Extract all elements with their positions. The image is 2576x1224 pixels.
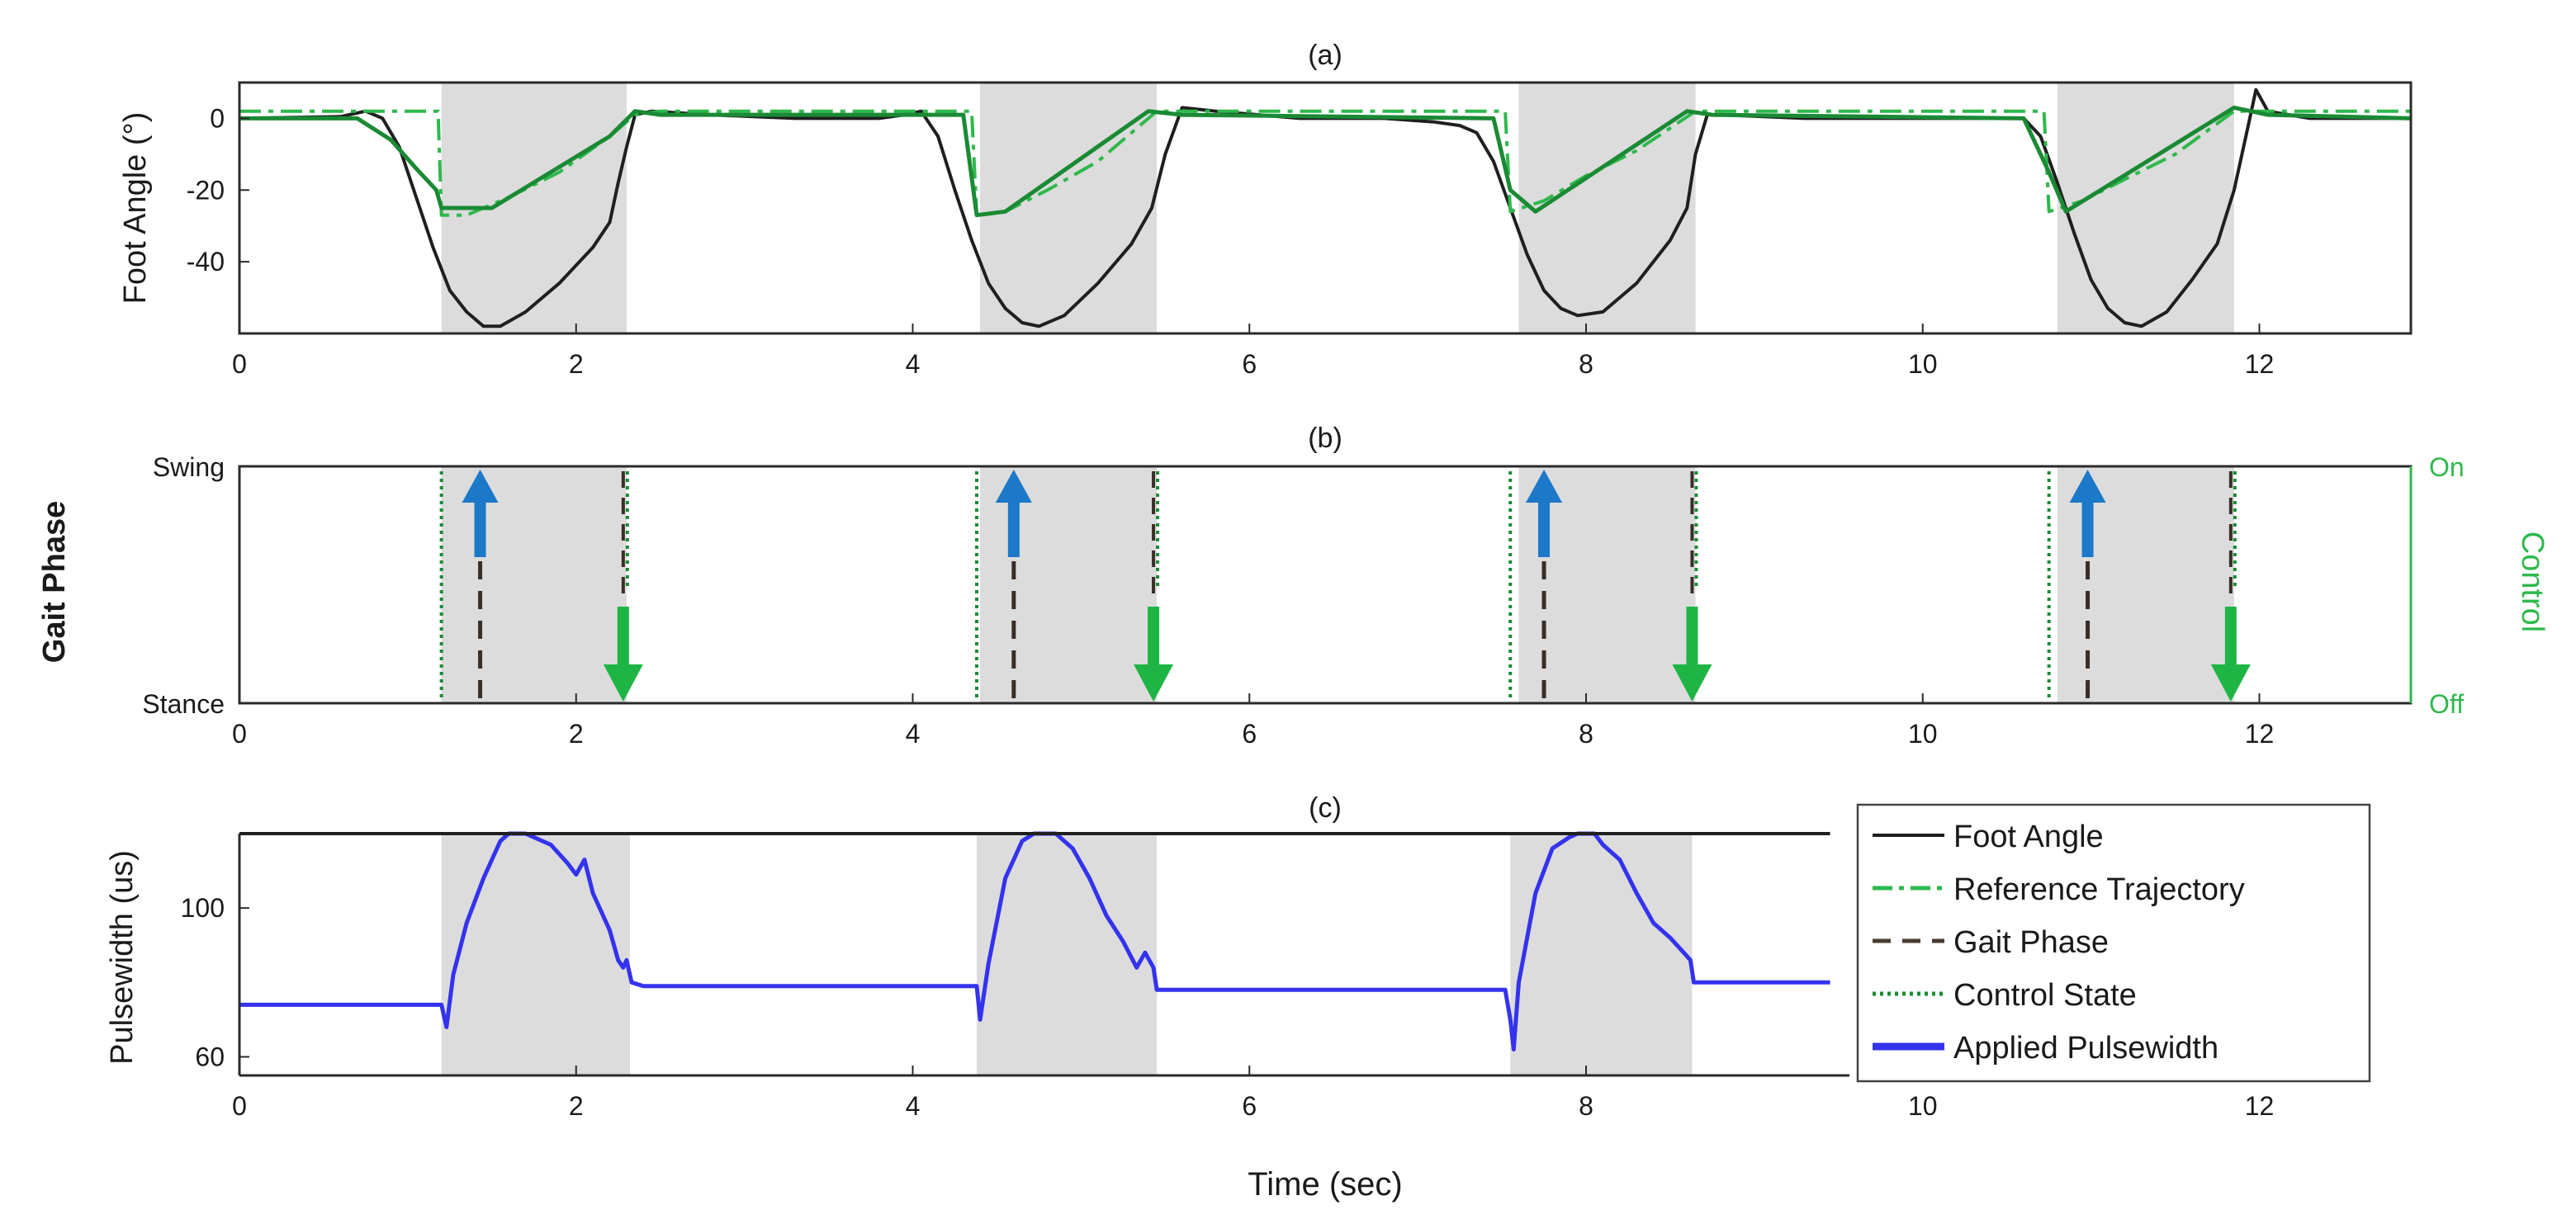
legend: Foot Angle Reference Trajectory Gait Pha… bbox=[1856, 803, 2371, 1083]
panel-b-xtick-label-0: 0 bbox=[232, 719, 247, 749]
panel-b-swing-arrow-head-1 bbox=[995, 470, 1032, 503]
panel-b-off-arrow-shaft-0 bbox=[617, 607, 629, 669]
panel-b-swing-arrow-head-2 bbox=[1526, 470, 1563, 503]
panel-c-xtick-label-8: 8 bbox=[1579, 1091, 1593, 1121]
panel-a-series-control-state bbox=[239, 105, 2412, 218]
panel-b-xtick-label-8: 8 bbox=[1579, 719, 1593, 749]
panel-c-shaded-interval-2 bbox=[1510, 834, 1693, 1075]
panel-a-xtick-label-2: 2 bbox=[569, 349, 584, 379]
panel-b-off-arrow-head-2 bbox=[1672, 664, 1712, 702]
panel-b-off-arrow-shaft-1 bbox=[1148, 607, 1160, 669]
panel-a-xtick-label-4: 4 bbox=[906, 349, 921, 379]
panel-b-xtick-label-2: 2 bbox=[569, 719, 584, 749]
panel-c-pulsewidth: 0 2 4 6 8 10 12 100 60 (c) Pulsewidth (us) Time… bbox=[105, 792, 2371, 1203]
panel-a-xtick-label-8: 8 bbox=[1579, 349, 1593, 379]
panel-a-ytick-label-0: 0 bbox=[210, 103, 225, 133]
panel-b-ytick-stance: Stance bbox=[142, 689, 225, 719]
legend-label-foot-angle: Foot Angle bbox=[1953, 820, 2104, 854]
panel-c-shaded-interval-0 bbox=[441, 834, 630, 1075]
panel-b-shaded-interval-0 bbox=[441, 466, 627, 703]
panel-c-ytick-label-100: 100 bbox=[181, 893, 225, 923]
panel-b-xtick-label-6: 6 bbox=[1242, 719, 1257, 749]
legend-label-applied-pulsewidth: Applied Pulsewidth bbox=[1953, 1031, 2218, 1066]
panel-a-series-reference-trajectory bbox=[239, 109, 2411, 217]
panel-b-swing-arrow-head-0 bbox=[462, 470, 499, 503]
panel-b-gait-phase: 0 2 4 6 8 10 12 (b) Swing Stance Gait Phase On… bbox=[37, 423, 2550, 749]
panel-c-ytick-label-60: 60 bbox=[195, 1042, 225, 1071]
panel-c-title: (c) bbox=[1309, 792, 1342, 824]
panel-b-title: (b) bbox=[1308, 423, 1342, 454]
panel-a-xtick-label-0: 0 bbox=[232, 349, 247, 379]
panel-b-off-arrow-head-3 bbox=[2210, 664, 2251, 702]
panel-a-ylabel: Foot Angle (°) bbox=[118, 112, 153, 305]
panel-b-xtick-label-12: 12 bbox=[2245, 719, 2275, 749]
panel-c-xtick-label-6: 6 bbox=[1242, 1091, 1257, 1121]
panel-c-xtick-label-2: 2 bbox=[569, 1091, 584, 1121]
panel-a-title: (a) bbox=[1308, 40, 1342, 71]
legend-label-control-state: Control State bbox=[1953, 978, 2137, 1013]
panel-b-swing-arrow-shaft-0 bbox=[474, 499, 486, 557]
panel-b-swing-arrow-shaft-2 bbox=[1538, 499, 1551, 557]
panel-c-xtick-label-12: 12 bbox=[2245, 1091, 2275, 1121]
panel-b-off-arrow-head-1 bbox=[1134, 664, 1174, 702]
panel-c-xtick-label-4: 4 bbox=[906, 1091, 921, 1121]
panel-b-xtick-label-10: 10 bbox=[1908, 719, 1938, 749]
panel-b-ytick-swing: Swing bbox=[153, 452, 225, 482]
panel-b-xtick-label-4: 4 bbox=[906, 719, 921, 749]
panel-b-off-arrow-shaft-3 bbox=[2224, 607, 2237, 669]
panel-a-frame bbox=[238, 81, 2413, 335]
panel-a-shaded-interval-1 bbox=[980, 83, 1158, 333]
panel-c-xtick-label-0: 0 bbox=[232, 1091, 247, 1121]
legend-box bbox=[1856, 803, 2371, 1083]
legend-label-gait-phase: Gait Phase bbox=[1953, 925, 2109, 960]
panel-a-shaded-interval-3 bbox=[2057, 83, 2234, 333]
panel-a-xtick-label-6: 6 bbox=[1242, 349, 1257, 379]
panel-b-right-label: Control bbox=[2515, 532, 2550, 633]
panel-c-xtick-label-10: 10 bbox=[1908, 1091, 1938, 1121]
panel-b-swing-arrow-shaft-3 bbox=[2081, 499, 2094, 557]
panel-a-xtick-label-10: 10 bbox=[1908, 349, 1938, 379]
panel-b-off-arrow-head-0 bbox=[603, 664, 643, 702]
panel-b-swing-arrow-head-3 bbox=[2069, 470, 2106, 503]
panel-b-ylabel: Gait Phase bbox=[37, 501, 72, 663]
legend-label-reference-trajectory: Reference Trajectory bbox=[1953, 872, 2245, 907]
panel-c-ylabel: Pulsewidth (us) bbox=[105, 850, 140, 1065]
panel-b-swing-arrow-shaft-1 bbox=[1007, 499, 1020, 557]
panel-a-shaded-interval-2 bbox=[1518, 83, 1696, 333]
panel-a-xtick-label-12: 12 bbox=[2245, 349, 2275, 379]
panel-a-ytick-label--40: -40 bbox=[187, 247, 225, 276]
panel-c-xlabel: Time (sec) bbox=[1248, 1166, 1402, 1203]
panel-a-ytick-label--20: -20 bbox=[187, 175, 225, 205]
panel-b-right-tick-off: Off bbox=[2429, 689, 2464, 719]
panel-b-off-arrow-shaft-2 bbox=[1686, 607, 1698, 669]
panel-b-right-tick-on: On bbox=[2429, 452, 2465, 482]
panel-a-foot-angle: 0 2 4 6 8 10 12 0 -20 -40 (a) Foot Angle (°) bbox=[118, 40, 2413, 379]
